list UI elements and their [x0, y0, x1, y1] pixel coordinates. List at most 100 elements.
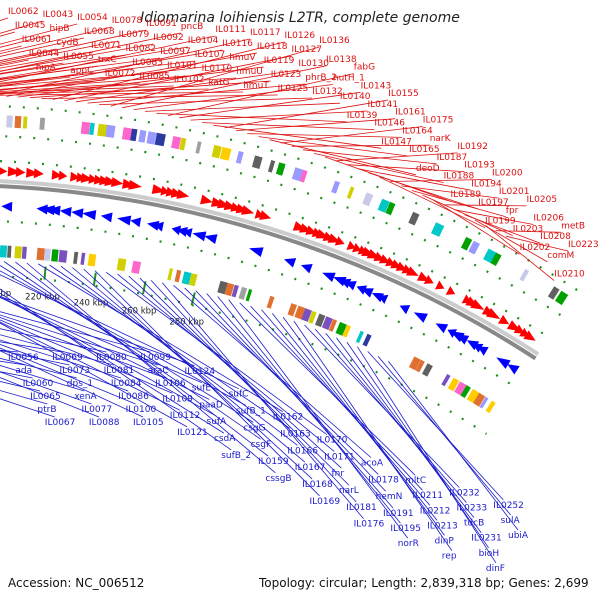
forward-leader-52: [190, 110, 368, 121]
forward-gene-label-38: IL0123: [271, 70, 302, 80]
forward-leader-48: [144, 102, 340, 112]
reverse-leader-25: [0, 297, 202, 383]
forward-gene-arrow-91: [0, 167, 8, 175]
forward-gene-label-81: IL0223: [568, 240, 599, 250]
forward-leader-76: [454, 209, 534, 225]
reverse-leader-11: [0, 377, 100, 418]
reverse-gene-label-27: sufA: [207, 417, 228, 427]
reverse-gene-arrow-187: [477, 346, 489, 356]
reverse-gene-label-45: narL: [339, 486, 359, 496]
forward-gene-label-19: IL0085: [139, 72, 170, 82]
cog-box-107: [331, 180, 340, 194]
reverse-gene-label-57: IL0213: [427, 521, 458, 531]
reverse-gene-label-37: IL0163: [280, 430, 311, 440]
forward-gene-label-0: IL0062: [8, 7, 39, 17]
reverse-leader-57: [271, 313, 438, 521]
reverse-gene-label-41: IL0169: [310, 497, 341, 507]
reverse-leader-36: [37, 263, 283, 412]
forward-leader-56: [235, 118, 396, 131]
reverse-gene-arrow-186: [472, 343, 484, 353]
forward-leader-50: [167, 73, 354, 116]
forward-gene-label-77: IL0208: [540, 232, 571, 242]
reverse-leader-29: [0, 288, 232, 451]
cog-box-137: [466, 388, 480, 404]
forward-gene-arrow-103: [69, 171, 81, 182]
reverse-gene-arrow-117: [130, 217, 142, 228]
forward-gene-label-35: IL0117: [250, 28, 281, 38]
cog-box-129: [483, 248, 497, 264]
reverse-gene-label-53: norR: [398, 539, 419, 549]
cog-box-64: [22, 116, 28, 129]
cog-box-113: [362, 192, 374, 207]
reverse-leader-9: [0, 365, 85, 392]
reverse-gene-arrow-129: [192, 231, 207, 242]
reverse-gene-label-8: dps_1: [67, 379, 93, 389]
forward-gene-label-65: IL0192: [457, 142, 488, 152]
reverse-gene-label-36: IL0162: [273, 413, 304, 423]
forward-leader-45: [110, 46, 320, 107]
forward-gene-label-25: pncB: [181, 22, 204, 32]
forward-leader-29: [0, 88, 209, 95]
reverse-leader-12: [0, 328, 107, 353]
reverse-leader-51: [206, 293, 394, 509]
forward-gene-label-58: IL0165: [409, 145, 440, 155]
forward-gene-arrow-107: [88, 173, 98, 184]
reverse-gene-label-10: IL0077: [82, 405, 113, 415]
forward-leader-74: [432, 199, 520, 255]
tick-label-8: 220 kbp: [25, 292, 60, 302]
reverse-gene-label-63: IL0231: [471, 534, 502, 544]
forward-leader-59: [269, 139, 416, 176]
reverse-gene-label-61: IL0233: [457, 504, 488, 514]
tick-label-7: 200 kbp: [0, 289, 11, 299]
reverse-gene-arrow-145: [301, 264, 313, 274]
reverse-gene-arrow-98: [41, 205, 55, 216]
reverse-leader-42: [105, 271, 328, 435]
cog-box-103: [245, 289, 253, 302]
reverse-leader-23: [0, 322, 188, 428]
forward-leader-62: [302, 149, 437, 165]
reverse-gene-label-42: IL0170: [317, 436, 348, 446]
forward-gene-label-64: IL0189: [451, 190, 482, 200]
cog-box-65: [14, 246, 22, 259]
forward-gene-label-14: IL0072: [105, 69, 136, 79]
reverse-leader-64: [346, 341, 489, 549]
reverse-gene-label-18: IL0099: [140, 353, 171, 363]
forward-gene-arrow-128: [200, 194, 213, 205]
forward-gene-arrow-190: [513, 324, 525, 334]
reverse-gene-label-19: araC: [148, 366, 169, 376]
reverse-gene-label-50: hemN: [376, 492, 403, 502]
cog-box-142: [485, 400, 496, 414]
reverse-gene-label-13: IL0081: [104, 366, 135, 376]
forward-gene-label-40: IL0126: [285, 31, 316, 41]
forward-gene-label-20: IL0091: [146, 19, 177, 29]
cog-box-98: [224, 282, 235, 297]
forward-leader-31: [0, 49, 223, 87]
reverse-gene-label-32: csgG: [243, 423, 265, 433]
reverse-leader-22: [0, 321, 180, 411]
forward-gene-arrow-188: [498, 314, 510, 325]
forward-leader-61: [291, 144, 430, 147]
cog-box-104: [291, 167, 304, 182]
forward-leader-69: [379, 176, 486, 229]
reverse-gene-arrow-141: [284, 258, 297, 268]
reverse-leader-68: [388, 360, 519, 531]
reverse-leader-14: [0, 339, 122, 379]
cog-box-99: [267, 160, 276, 173]
forward-gene-label-53: IL0146: [374, 119, 405, 129]
reverse-gene-arrow-126: [176, 227, 188, 237]
accession-label: Accession: NC_006512: [8, 576, 145, 590]
forward-gene-label-54: IL0147: [381, 137, 412, 147]
forward-gene-label-57: IL0164: [402, 126, 433, 136]
forward-gene-label-18: IL0083: [132, 58, 163, 68]
forward-leader-57: [247, 133, 403, 138]
forward-gene-label-72: fpr: [506, 206, 519, 216]
reverse-gene-label-56: IL0212: [420, 506, 451, 516]
forward-leader-51: [179, 91, 361, 119]
cog-box-62: [14, 115, 22, 129]
reverse-gene-label-49: IL0178: [368, 475, 399, 485]
cog-box-87: [179, 137, 187, 151]
forward-gene-label-74: IL0202: [520, 243, 551, 253]
cog-box-108: [287, 303, 298, 317]
forward-gene-label-46: IL0138: [326, 55, 357, 65]
